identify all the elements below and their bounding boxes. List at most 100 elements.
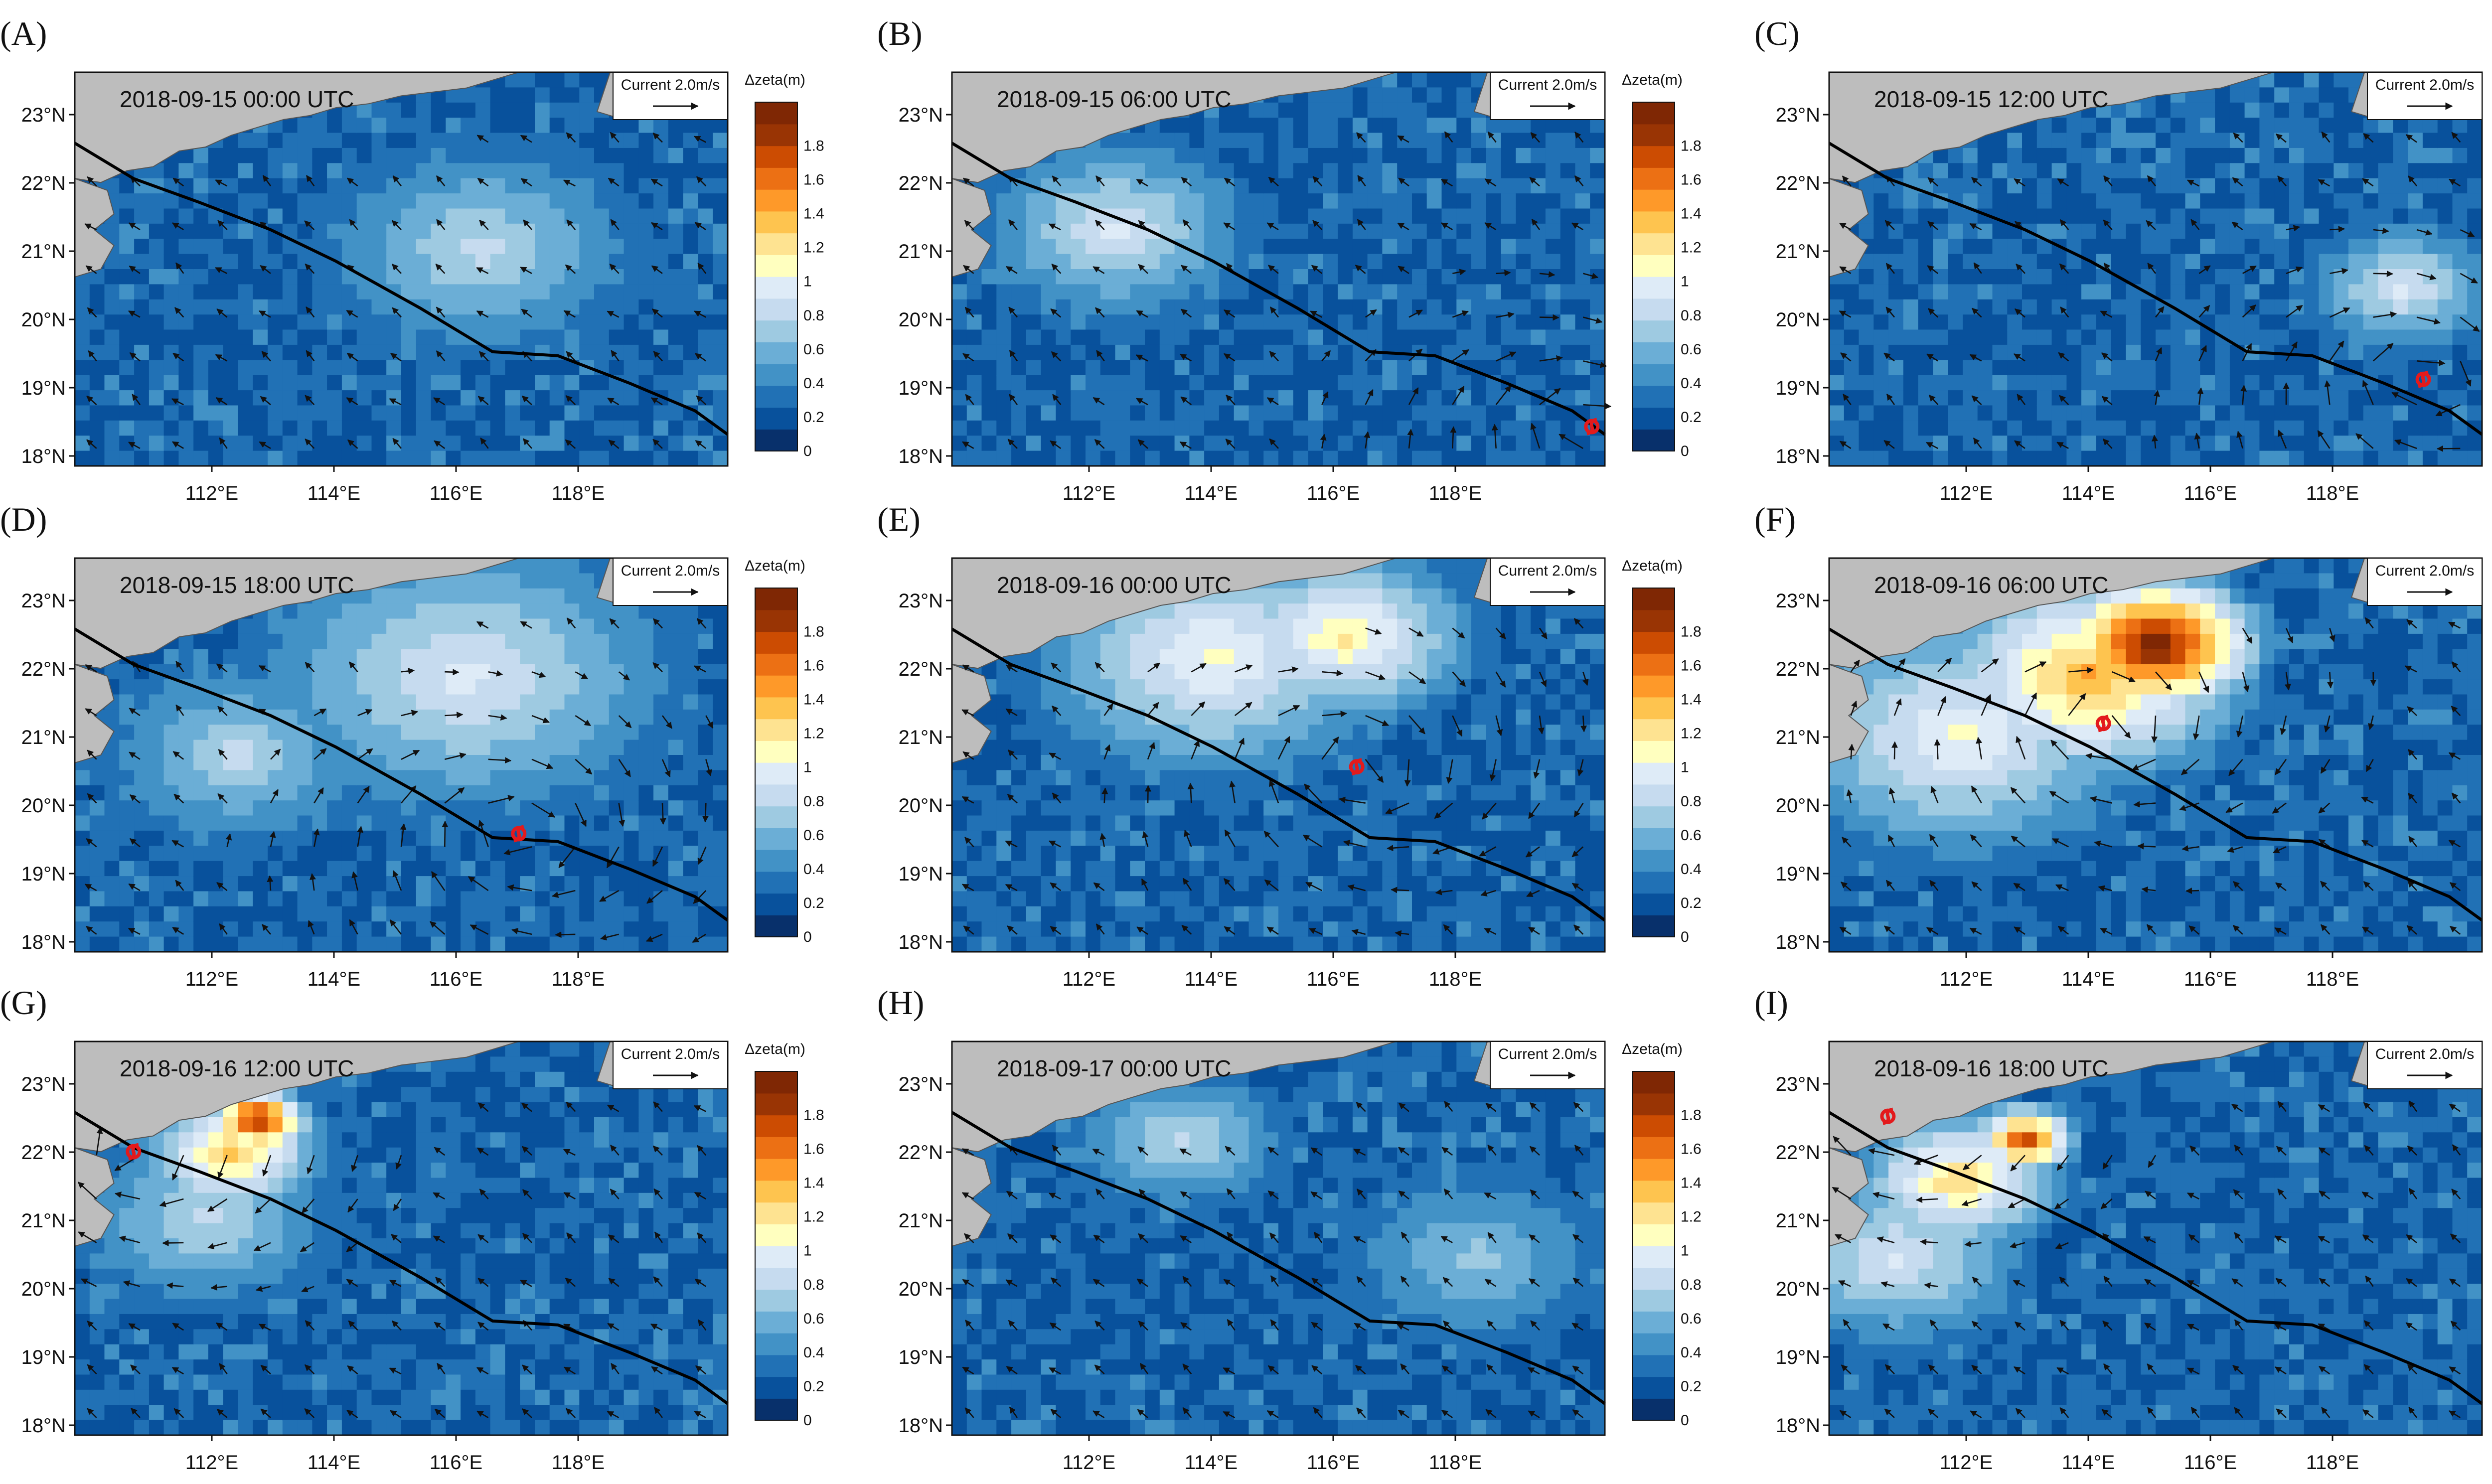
lon-label: 116°E: [1307, 482, 1360, 504]
field-cell: [549, 314, 565, 330]
field-cell: [386, 133, 402, 148]
field-cell: [401, 193, 417, 209]
field-cell: [2259, 314, 2275, 330]
field-cell: [579, 163, 595, 179]
field-cell: [1873, 269, 1889, 285]
field-cell: [1323, 284, 1339, 300]
field-cell: [327, 360, 342, 376]
field-cell: [2007, 133, 2023, 148]
field-cell: [2096, 133, 2112, 148]
field-cell: [2319, 299, 2335, 315]
field-cell: [594, 861, 610, 877]
field-cell: [1397, 72, 1412, 88]
field-cell: [1130, 239, 1146, 255]
field-cell: [668, 694, 684, 710]
field-cell: [238, 344, 254, 361]
field-cell: [475, 420, 491, 437]
field-cell: [178, 800, 194, 816]
field-cell: [208, 664, 224, 680]
field-cell: [475, 87, 491, 103]
field-cell: [1263, 163, 1279, 179]
field-cell: [653, 193, 669, 209]
field-cell: [638, 133, 654, 148]
field-cell: [2259, 405, 2275, 421]
field-cell: [564, 906, 580, 922]
field-cell: [282, 163, 298, 179]
field-cell: [713, 193, 728, 209]
field-cell: [2200, 102, 2216, 119]
field-cell: [1100, 178, 1116, 194]
field-cell: [2141, 223, 2156, 240]
field-cell: [446, 770, 462, 786]
field-cell: [193, 375, 209, 391]
field-cell: [1412, 450, 1427, 466]
field-cell: [312, 633, 328, 650]
field-cell: [1382, 208, 1398, 224]
field-cell: [698, 344, 714, 361]
field-cell: [461, 649, 476, 665]
field-cell: [356, 239, 372, 255]
field-cell: [1352, 450, 1368, 466]
field-cell: [579, 770, 595, 786]
field-cell: [698, 450, 714, 466]
field-cell: [2051, 118, 2067, 134]
field-cell: [431, 891, 447, 907]
field-cell: [2096, 420, 2112, 437]
field-cell: [1367, 420, 1383, 437]
time-label: 2018-09-15 12:00 UTC: [1874, 86, 2109, 112]
reference-vector-label: Current 2.0m/s: [2375, 77, 2474, 93]
field-cell: [401, 679, 417, 695]
field-cell: [2036, 344, 2052, 361]
field-cell: [1501, 436, 1517, 451]
field-cell: [520, 770, 535, 786]
field-cell: [461, 118, 476, 134]
field-cell: [1086, 178, 1101, 194]
field-cell: [638, 299, 654, 315]
field-cell: [535, 133, 550, 148]
field-cell: [623, 815, 639, 831]
field-cell: [1189, 148, 1205, 164]
field-cell: [952, 405, 967, 421]
field-cell: [535, 815, 550, 831]
field-cell: [1397, 329, 1412, 345]
field-cell: [371, 178, 387, 194]
field-cell: [89, 906, 105, 922]
field-cell: [134, 785, 150, 801]
field-cell: [401, 133, 417, 148]
field-cell: [297, 830, 313, 847]
field-cell: [609, 694, 624, 710]
field-cell: [520, 649, 535, 665]
field-cell: [2185, 269, 2201, 285]
field-cell: [490, 436, 506, 451]
field-cell: [535, 846, 550, 862]
field-cell: [2437, 284, 2453, 300]
field-cell: [1352, 299, 1368, 315]
field-cell: [1086, 420, 1101, 437]
field-cell: [1071, 269, 1086, 285]
field-cell: [1397, 208, 1412, 224]
field-cell: [2200, 148, 2216, 164]
field-cell: [1456, 405, 1472, 421]
field-cell: [1441, 375, 1457, 391]
field-cell: [416, 633, 432, 650]
field-cell: [1308, 299, 1324, 315]
field-cell: [268, 770, 283, 786]
field-cell: [668, 375, 684, 391]
field-cell: [193, 254, 209, 270]
field-cell: [268, 284, 283, 300]
field-cell: [549, 649, 565, 665]
field-cell: [431, 178, 447, 194]
field-cell: [104, 390, 120, 406]
field-cell: [594, 193, 610, 209]
field-cell: [2111, 360, 2127, 376]
field-cell: [1086, 223, 1101, 240]
lon-label: 116°E: [430, 482, 482, 504]
field-cell: [594, 163, 610, 179]
field-cell: [461, 254, 476, 270]
field-cell: [134, 405, 150, 421]
field-cell: [1323, 102, 1339, 119]
field-cell: [1367, 284, 1383, 300]
field-cell: [253, 405, 269, 421]
field-cell: [1338, 102, 1353, 119]
field-cell: [282, 133, 298, 148]
